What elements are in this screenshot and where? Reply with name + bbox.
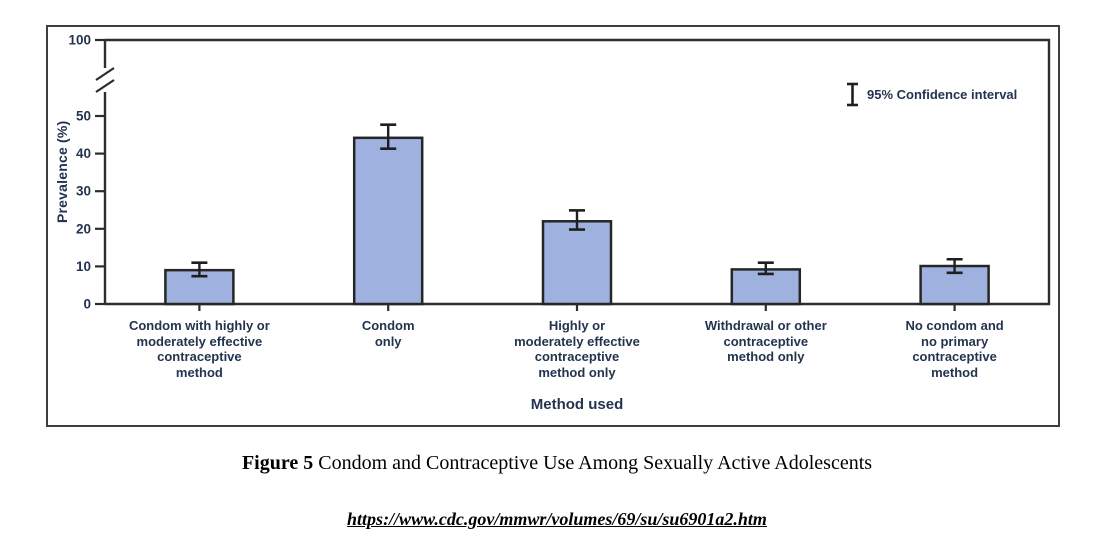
x-axis-title: Method used (530, 396, 624, 413)
x-category-label: Highly or moderately effective contracep… (514, 318, 640, 380)
y-tick-label: 10 (76, 259, 91, 274)
y-tick-label: 20 (76, 221, 91, 236)
bar-chart-svg: 0 10 20 30 40 50 100 (68, 33, 1051, 312)
bar (541, 220, 613, 306)
figure-panel: 0 10 20 30 40 50 100 Prevalence (%) Method use… (46, 25, 1060, 427)
legend: 95% Confidence interval (846, 81, 1017, 108)
x-category-label: Condom with highly or moderately effecti… (128, 318, 270, 380)
axis-break-slash (95, 79, 115, 93)
x-category-label: No condom and no primary contraceptive m… (905, 318, 1004, 380)
figure-caption: Figure 5 Condom and Contraceptive Use Am… (0, 452, 1114, 475)
x-category-label: Withdrawal or other contraceptive method… (704, 318, 827, 364)
y-tick-label: 30 (76, 184, 91, 199)
x-category-label: Condom only (361, 318, 415, 349)
y-tick-label: 50 (76, 109, 91, 124)
y-tick-label: 100 (68, 33, 91, 48)
y-tick-label: 0 (83, 297, 91, 312)
y-tick-label: 40 (76, 146, 91, 161)
source-url-link[interactable]: https://www.cdc.gov/mmwr/volumes/69/su/s… (347, 509, 767, 529)
error-bar-icon (847, 82, 858, 107)
figure-caption-number: Figure 5 (241, 452, 314, 474)
y-axis-title: Prevalence (%) (54, 120, 70, 224)
figure-caption-text: Condom and Contraceptive Use Among Sexua… (318, 452, 873, 474)
source-url-row: https://www.cdc.gov/mmwr/volumes/69/su/s… (0, 509, 1114, 530)
axis-break-slash (95, 67, 115, 81)
bar (352, 136, 424, 306)
legend-label: 95% Confidence interval (867, 87, 1018, 102)
